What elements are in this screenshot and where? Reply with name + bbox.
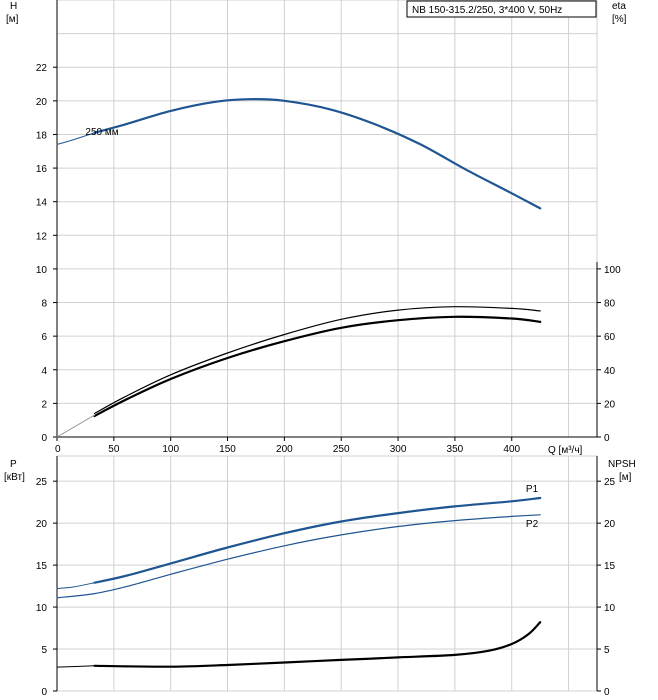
right-tick-label-bottom: 20 (604, 519, 616, 530)
right-tick-label-top: 80 (604, 299, 616, 310)
right-tick-label-bottom: 25 (604, 477, 616, 488)
top-series-line-4 (56, 414, 95, 438)
right-tick-label-top: 20 (604, 399, 616, 410)
right-tick-label-bottom: 15 (604, 561, 616, 572)
left-axis-unit-bottom: [кВт] (4, 472, 25, 483)
left-tick-label-top: 2 (41, 399, 47, 410)
left-tick-label-top: 4 (41, 366, 47, 377)
left-tick-label-top: 0 (41, 433, 47, 444)
left-tick-label-top: 14 (36, 198, 48, 209)
left-tick-label-top: 22 (36, 63, 48, 74)
right-tick-label-top: 0 (604, 433, 610, 444)
left-tick-label-bottom: 10 (36, 603, 48, 614)
top-series-line-1 (56, 132, 95, 145)
x-tick-label: 50 (108, 444, 120, 455)
x-tick-label: 150 (219, 444, 236, 455)
x-tick-label: 300 (390, 444, 407, 455)
axis-layer (53, 0, 601, 692)
right-axis-unit-top: [%] (612, 14, 627, 25)
impeller-diameter-label: 250 мм (85, 127, 118, 138)
plot-frame-top (56, 0, 598, 438)
bottom-series-line-2 (56, 514, 541, 599)
bottom-series-line-3 (93, 621, 542, 668)
top-series-line-2 (93, 306, 541, 415)
series-label-p1: P1 (526, 484, 539, 495)
right-tick-label-bottom: 10 (604, 603, 616, 614)
x-tick-label: 100 (162, 444, 179, 455)
title-box (406, 0, 597, 18)
left-tick-label-bottom: 5 (41, 645, 47, 656)
x-tick-label: 250 (333, 444, 350, 455)
bottom-series-line-4 (56, 665, 95, 668)
right-tick-label-bottom: 5 (604, 645, 610, 656)
right-axis-label-top: eta (612, 1, 626, 12)
series-label-p2: P2 (526, 519, 539, 530)
x-tick-label: 200 (276, 444, 293, 455)
right-tick-label-top: 40 (604, 366, 616, 377)
left-tick-label-bottom: 0 (41, 687, 47, 698)
x-tick-label: 0 (55, 444, 61, 455)
label-layer: NB 150-315.2/250, 3*400 V, 50Hz H [м] et… (4, 0, 636, 698)
left-axis-unit-top: [м] (6, 14, 19, 25)
x-tick-label: 350 (447, 444, 464, 455)
left-tick-label-bottom: 20 (36, 519, 48, 530)
bottom-series-line-0 (93, 496, 542, 584)
left-tick-label-top: 20 (36, 97, 48, 108)
right-axis-unit-bottom: [м] (619, 472, 632, 483)
left-tick-label-top: 12 (36, 231, 48, 242)
left-tick-label-top: 10 (36, 265, 48, 276)
left-tick-label-top: 8 (41, 299, 47, 310)
x-tick-label: 400 (503, 444, 520, 455)
grid-layer (56, 0, 598, 692)
top-series-line-0 (93, 98, 542, 210)
left-tick-label-top: 16 (36, 164, 48, 175)
chart-title: NB 150-315.2/250, 3*400 V, 50Hz (412, 5, 562, 16)
bottom-series-line-1 (56, 582, 95, 590)
x-axis-label: Q [м³/ч] (548, 445, 583, 456)
left-tick-label-top: 6 (41, 332, 47, 343)
left-tick-label-bottom: 15 (36, 561, 48, 572)
left-axis-label-bottom: P (10, 459, 17, 470)
left-tick-label-bottom: 25 (36, 477, 48, 488)
right-tick-label-bottom: 0 (604, 687, 610, 698)
series-layer (56, 98, 542, 668)
left-axis-label-top: H (10, 1, 17, 12)
right-tick-label-top: 100 (604, 265, 621, 276)
top-series-line-3 (93, 315, 542, 418)
right-axis-label-bottom: NPSH (608, 459, 636, 470)
left-tick-label-top: 18 (36, 130, 48, 141)
right-tick-label-top: 60 (604, 332, 616, 343)
